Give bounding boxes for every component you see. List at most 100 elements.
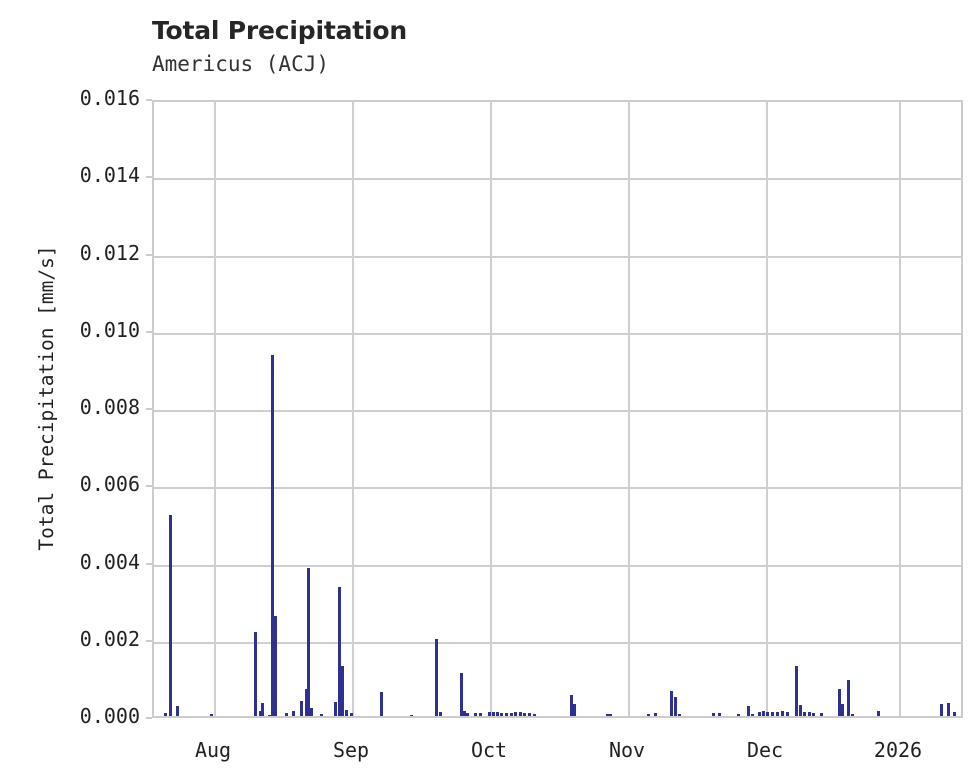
- chart-title: Total Precipitation: [152, 16, 407, 45]
- bar: [310, 707, 313, 716]
- gridline-horizontal: [154, 255, 961, 258]
- bar: [292, 711, 295, 716]
- bar: [799, 705, 802, 716]
- bar: [670, 691, 673, 716]
- bar: [776, 712, 779, 716]
- x-axis-tick-2026: 2026: [873, 738, 923, 762]
- bar: [307, 568, 310, 716]
- bar: [766, 711, 769, 716]
- bar: [654, 713, 657, 716]
- bar: [439, 712, 442, 716]
- y-axis-tick-0.004: 0.004: [79, 549, 140, 574]
- bar: [847, 680, 850, 716]
- bar: [771, 711, 774, 716]
- bar: [254, 631, 257, 716]
- bar: [345, 710, 348, 716]
- gridline-horizontal: [154, 332, 961, 335]
- y-axis-tickmark: [146, 717, 152, 719]
- bar: [261, 703, 264, 716]
- bar: [838, 688, 841, 716]
- y-axis-tick-0.006: 0.006: [79, 472, 140, 497]
- bar: [341, 665, 344, 716]
- bar: [164, 713, 167, 716]
- gridline-vertical: [352, 102, 354, 716]
- y-axis-tickmark: [146, 639, 152, 642]
- bar: [747, 706, 750, 716]
- bar: [350, 712, 353, 716]
- gridline-vertical: [628, 102, 630, 716]
- bar: [940, 703, 943, 716]
- bar: [169, 515, 172, 716]
- bar: [573, 703, 576, 716]
- bar: [300, 700, 303, 716]
- gridline-horizontal: [154, 641, 961, 644]
- bar: [781, 710, 784, 716]
- bar: [285, 713, 288, 716]
- x-axis-tick-Dec: Dec: [746, 738, 784, 762]
- bar: [609, 714, 612, 716]
- bar: [647, 713, 650, 716]
- plot-area: [152, 100, 963, 718]
- x-axis-tick-Sep: Sep: [332, 738, 370, 762]
- bar: [338, 587, 341, 716]
- bar: [786, 712, 789, 716]
- bar: [460, 672, 463, 716]
- bar: [479, 712, 482, 716]
- y-axis-tickmark: [146, 485, 152, 488]
- bar: [334, 702, 337, 716]
- gridline-vertical: [214, 102, 216, 716]
- bar: [519, 711, 522, 716]
- chart-subtitle: Americus (ACJ): [152, 52, 330, 76]
- bar: [674, 696, 677, 716]
- bar: [268, 714, 271, 716]
- x-axis-tick-Aug: Aug: [194, 738, 232, 762]
- y-axis-tick-0.008: 0.008: [79, 395, 140, 419]
- y-axis-tick-0.000: 0.000: [79, 704, 140, 728]
- bar: [492, 711, 495, 716]
- bar: [820, 712, 823, 716]
- bar: [466, 713, 469, 716]
- y-axis-tickmark: [146, 176, 152, 179]
- bar: [435, 638, 438, 716]
- gridline-horizontal: [154, 487, 961, 490]
- bar: [259, 711, 262, 716]
- bar: [474, 713, 477, 716]
- bar: [851, 713, 854, 716]
- bar: [528, 713, 531, 716]
- bar: [712, 713, 715, 716]
- gridline-vertical: [490, 102, 492, 716]
- bar: [533, 713, 536, 716]
- x-axis-tick-Oct: Oct: [470, 738, 508, 762]
- bar: [812, 713, 815, 716]
- bar: [737, 713, 740, 716]
- bar: [877, 710, 880, 716]
- y-axis-tick-0.002: 0.002: [79, 626, 140, 651]
- gridline-horizontal: [154, 410, 961, 412]
- bar: [947, 703, 950, 716]
- bar: [274, 615, 277, 716]
- bar: [510, 712, 513, 716]
- bar: [570, 694, 573, 716]
- y-axis-tick-0.012: 0.012: [79, 240, 140, 265]
- bar: [488, 712, 491, 716]
- y-axis-tick-0.010: 0.010: [79, 317, 140, 342]
- bar: [320, 714, 323, 716]
- y-axis-tick-labels: 0.016 0.014 0.012 0.010 0.008 0.006 0.004 0.002…: [0, 0, 152, 780]
- y-axis-tick-0.016: 0.016: [79, 86, 140, 110]
- bar: [380, 691, 383, 716]
- bar: [500, 712, 503, 716]
- y-axis-tickmark: [146, 408, 152, 410]
- x-axis-tick-Nov: Nov: [608, 738, 646, 762]
- bar: [953, 711, 956, 716]
- bar: [514, 712, 517, 716]
- y-axis-tickmark: [146, 253, 152, 256]
- bar: [808, 712, 811, 716]
- bar: [841, 704, 844, 716]
- bar: [795, 665, 798, 716]
- y-axis-tickmark: [146, 330, 152, 333]
- bar: [718, 713, 721, 716]
- bar: [271, 355, 274, 716]
- y-axis-tick-0.014: 0.014: [79, 163, 140, 188]
- gridline-vertical: [766, 102, 768, 716]
- bar: [410, 714, 413, 716]
